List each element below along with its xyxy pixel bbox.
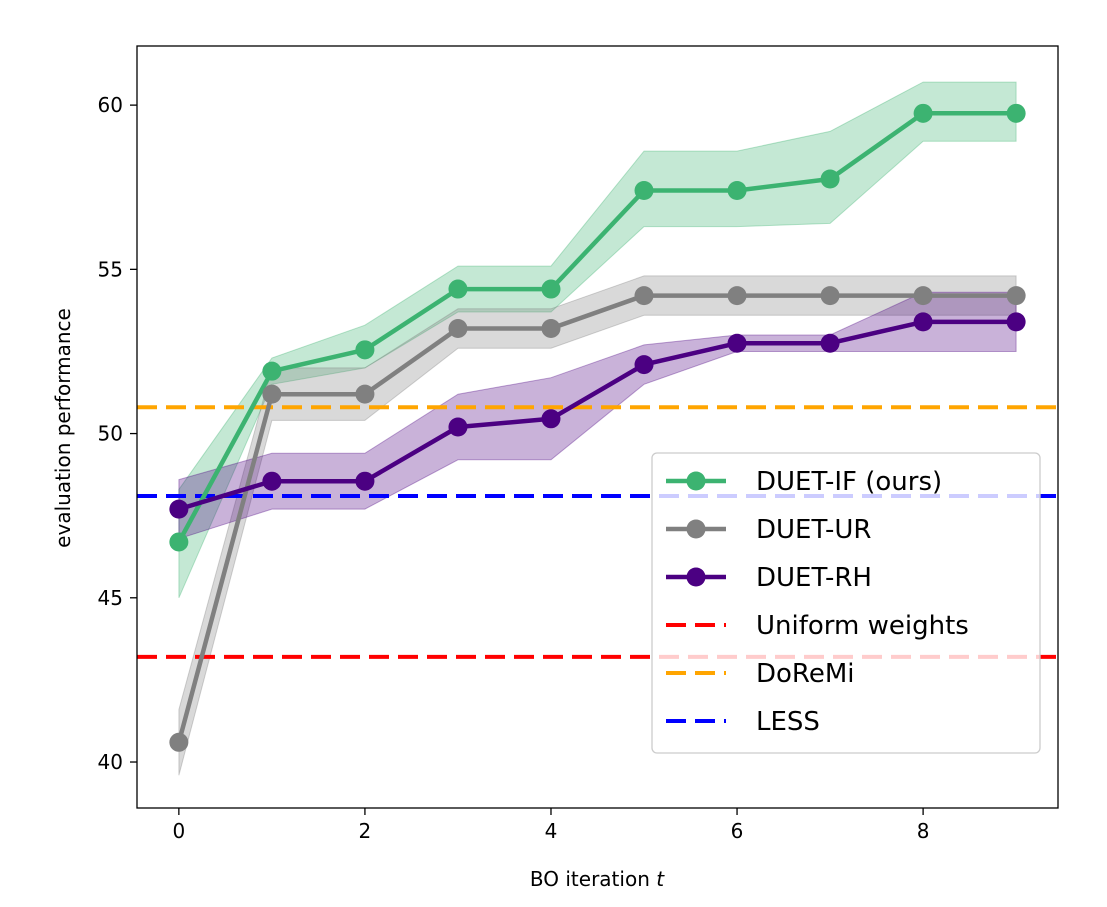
band-2	[178, 291, 1017, 540]
series-line-2	[178, 319, 1017, 512]
series-0-point-9	[1006, 103, 1026, 123]
legend-swatch-marker-1	[686, 519, 706, 539]
series-1-point-7	[820, 286, 840, 306]
plot-inner	[137, 81, 1058, 776]
series-2-point-8	[913, 312, 933, 332]
series-2-point-7	[820, 333, 840, 353]
legend-box	[651, 452, 1041, 754]
series-line-0	[176, 111, 1017, 544]
series-2-point-2	[355, 471, 375, 491]
series-1-point-5	[634, 286, 654, 306]
series-0-point-3	[448, 279, 468, 299]
series-2-point-5	[634, 355, 654, 375]
series-0-point-1	[262, 361, 282, 381]
y-axis-label: evaluation performance	[51, 308, 75, 548]
y-tick-label-3: 55	[98, 257, 123, 281]
x-tick-label-3: 6	[731, 819, 744, 843]
series-2-point-0	[169, 499, 189, 519]
series-0-point-8	[913, 103, 933, 123]
series-1-point-3	[448, 318, 468, 338]
y-tick-label-2: 50	[98, 422, 123, 446]
legend-label-0: DUET-IF (ours)	[756, 467, 942, 497]
x-tick-label-4: 8	[917, 819, 930, 843]
axes-frame	[136, 45, 1059, 809]
legend-label-5: LESS	[756, 707, 820, 737]
x-tick-label-2: 4	[545, 819, 558, 843]
series-1-point-9	[1006, 286, 1026, 306]
plot-area	[137, 81, 1058, 776]
series-0-point-5	[634, 181, 654, 201]
series-2-point-4	[541, 409, 561, 429]
series-0-point-4	[541, 279, 561, 299]
series-2-point-9	[1006, 312, 1026, 332]
legend-label-2: DUET-RH	[756, 563, 872, 593]
x-axis-label: BO iteration t	[530, 867, 665, 891]
y-tick-label-0: 40	[98, 750, 123, 774]
x-tick-label-0: 0	[172, 819, 185, 843]
axes: 0 2 4 6 8 40 45 50 55 60	[98, 45, 1059, 843]
y-tick-label-1: 45	[98, 586, 123, 610]
series-0-point-6	[727, 181, 747, 201]
series-2-point-1	[262, 471, 282, 491]
band-0	[178, 81, 1017, 598]
series-1-point-2	[355, 384, 375, 404]
legend-label-4: DoReMi	[756, 659, 854, 689]
series-1-point-0	[169, 732, 189, 752]
legend-swatch-marker-2	[686, 567, 706, 587]
series-2-point-3	[448, 417, 468, 437]
series-line-1	[176, 293, 1017, 743]
legend: DUET-IF (ours) DUET-UR DUET-RH Uniform weig…	[651, 452, 1041, 754]
y-tick-label-4: 60	[98, 93, 123, 117]
series-1-point-1	[262, 384, 282, 404]
legend-swatch-marker-0	[686, 471, 706, 491]
x-tick-label-1: 2	[359, 819, 372, 843]
series-1-point-8	[913, 286, 933, 306]
series-0-point-0	[169, 532, 189, 552]
series-2-point-6	[727, 333, 747, 353]
legend-label-3: Uniform weights	[756, 611, 969, 641]
legend-label-1: DUET-UR	[756, 515, 871, 545]
series-0-point-2	[355, 340, 375, 360]
series-1-point-6	[727, 286, 747, 306]
series-0-point-7	[820, 169, 840, 189]
series-1-point-4	[541, 318, 561, 338]
